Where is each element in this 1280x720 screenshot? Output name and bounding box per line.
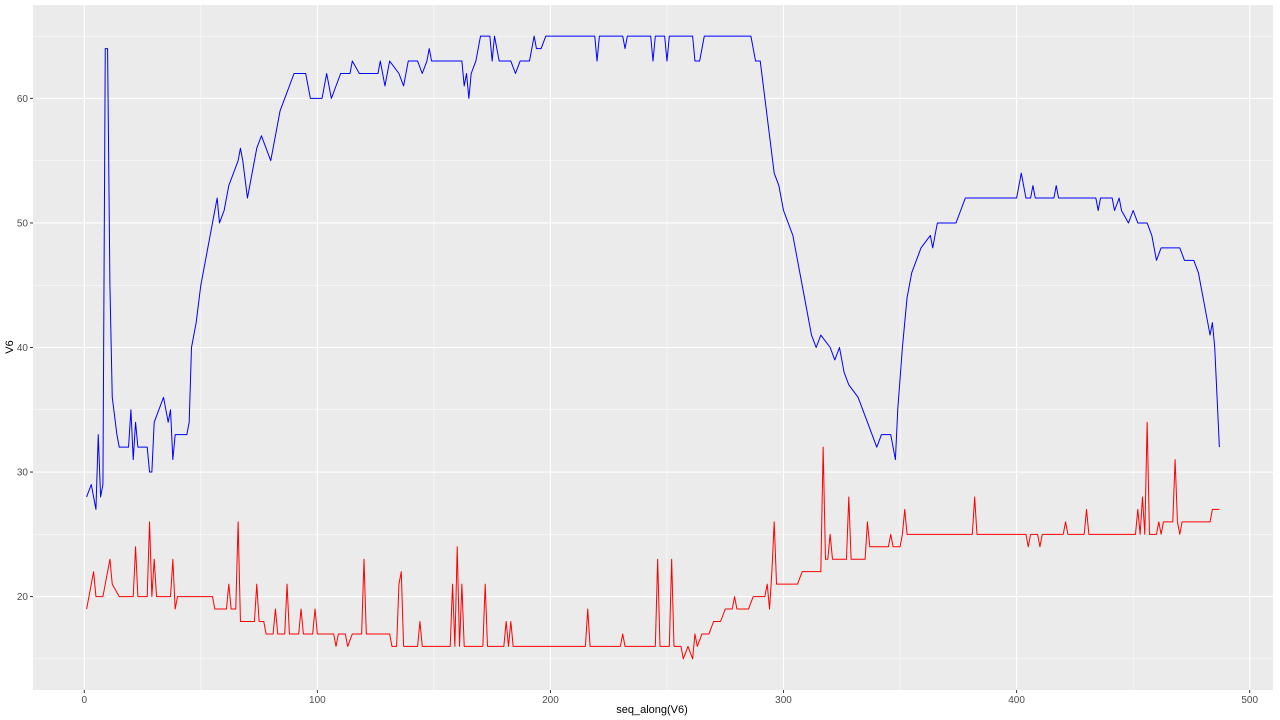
x-tick-label: 300 xyxy=(775,695,792,706)
y-tick-label: 40 xyxy=(17,343,29,354)
y-tick-label: 30 xyxy=(17,468,29,479)
x-tick-label: 0 xyxy=(81,695,87,706)
x-axis-title: seq_along(V6) xyxy=(616,704,688,716)
x-axis: 0 100 200 300 400 500 xyxy=(81,690,1258,706)
series-layer xyxy=(86,35,1220,660)
y-tick-label: 50 xyxy=(17,218,29,229)
series-line-2 xyxy=(86,421,1220,660)
series-line-1 xyxy=(86,35,1220,510)
y-tick-label: 60 xyxy=(17,94,29,105)
x-tick-label: 500 xyxy=(1241,695,1258,706)
x-tick-label: 100 xyxy=(309,695,326,706)
y-axis-title: V6 xyxy=(4,340,16,353)
x-tick-label: 400 xyxy=(1008,695,1025,706)
x-tick-label: 200 xyxy=(542,695,559,706)
y-tick-label: 20 xyxy=(17,592,29,603)
y-axis: 20 30 40 50 60 xyxy=(17,94,33,603)
